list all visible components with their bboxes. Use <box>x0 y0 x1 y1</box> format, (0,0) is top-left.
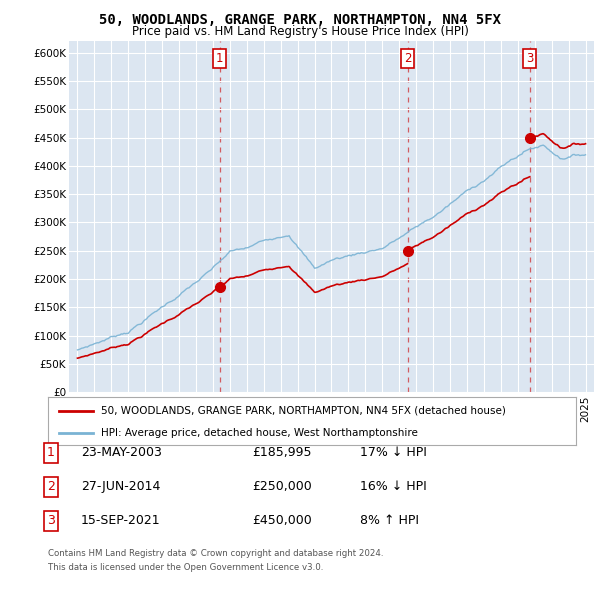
Text: 1: 1 <box>47 446 55 459</box>
Text: 50, WOODLANDS, GRANGE PARK, NORTHAMPTON, NN4 5FX: 50, WOODLANDS, GRANGE PARK, NORTHAMPTON,… <box>99 13 501 27</box>
Text: 50, WOODLANDS, GRANGE PARK, NORTHAMPTON, NN4 5FX (detached house): 50, WOODLANDS, GRANGE PARK, NORTHAMPTON,… <box>101 405 506 415</box>
Text: £450,000: £450,000 <box>252 514 312 527</box>
Text: Contains HM Land Registry data © Crown copyright and database right 2024.: Contains HM Land Registry data © Crown c… <box>48 549 383 558</box>
Text: 27-JUN-2014: 27-JUN-2014 <box>81 480 160 493</box>
Text: This data is licensed under the Open Government Licence v3.0.: This data is licensed under the Open Gov… <box>48 563 323 572</box>
Text: Price paid vs. HM Land Registry's House Price Index (HPI): Price paid vs. HM Land Registry's House … <box>131 25 469 38</box>
Text: 2: 2 <box>404 52 411 65</box>
Text: 8% ↑ HPI: 8% ↑ HPI <box>360 514 419 527</box>
Text: 3: 3 <box>526 52 533 65</box>
Text: 2: 2 <box>47 480 55 493</box>
Text: 16% ↓ HPI: 16% ↓ HPI <box>360 480 427 493</box>
Text: £185,995: £185,995 <box>252 446 311 459</box>
Text: 1: 1 <box>216 52 223 65</box>
Text: £250,000: £250,000 <box>252 480 312 493</box>
Text: HPI: Average price, detached house, West Northamptonshire: HPI: Average price, detached house, West… <box>101 428 418 438</box>
Text: 23-MAY-2003: 23-MAY-2003 <box>81 446 162 459</box>
Text: 15-SEP-2021: 15-SEP-2021 <box>81 514 161 527</box>
Text: 3: 3 <box>47 514 55 527</box>
Text: 17% ↓ HPI: 17% ↓ HPI <box>360 446 427 459</box>
